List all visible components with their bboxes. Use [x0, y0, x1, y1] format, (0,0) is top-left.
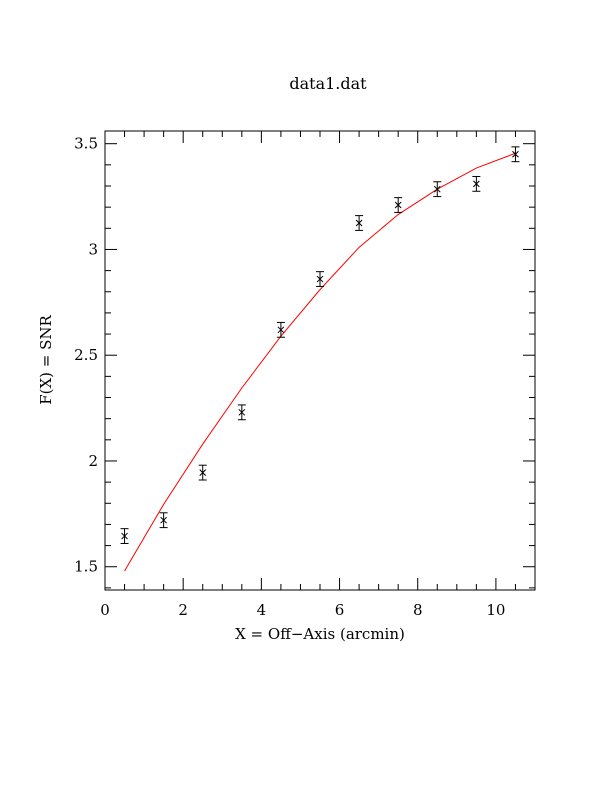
data-point: [433, 181, 442, 198]
axis-ticks: [104, 131, 536, 590]
point-marker: [473, 180, 480, 188]
data-point: [120, 528, 129, 544]
data-point: [511, 146, 520, 163]
data-point: [316, 271, 324, 287]
x-tick-label: 10: [486, 601, 505, 619]
y-axis-label: F(X) = SNR: [37, 315, 55, 405]
point-marker: [316, 275, 324, 283]
data-point: [394, 197, 403, 213]
data-point: [198, 464, 207, 481]
point-marker: [512, 150, 519, 158]
data-point: [237, 404, 246, 421]
point-marker: [238, 408, 246, 416]
y-tick-label: 2.5: [74, 346, 98, 364]
data-point: [276, 321, 285, 338]
plot-frame: [104, 130, 536, 591]
y-tick-label: 3.5: [74, 135, 98, 153]
data-point: [472, 175, 481, 192]
x-axis-label: X = Off−Axis (arcmin): [235, 625, 405, 643]
y-tick-label: 1.5: [74, 558, 98, 576]
y-tick-label: 3: [88, 240, 98, 258]
point-marker: [160, 516, 167, 524]
point-marker: [355, 219, 363, 227]
data-point: [355, 215, 364, 231]
data-point: [159, 512, 168, 529]
chart-title: data1.dat: [289, 74, 367, 93]
point-marker: [394, 201, 402, 209]
tick-labels: 0 2 4 6 8 10 1.5 2 2.5 3 3.5: [74, 135, 505, 619]
data-points: [120, 146, 520, 544]
model-curve: [124, 152, 516, 572]
point-marker: [277, 326, 285, 334]
point-marker: [199, 469, 207, 476]
x-tick-label: 8: [413, 601, 423, 619]
x-tick-label: 6: [335, 601, 345, 619]
y-tick-label: 2: [88, 452, 98, 470]
x-tick-label: 0: [100, 601, 110, 619]
x-tick-label: 2: [178, 601, 188, 619]
point-marker: [121, 532, 128, 540]
x-tick-label: 4: [257, 601, 267, 619]
point-marker: [433, 185, 441, 193]
